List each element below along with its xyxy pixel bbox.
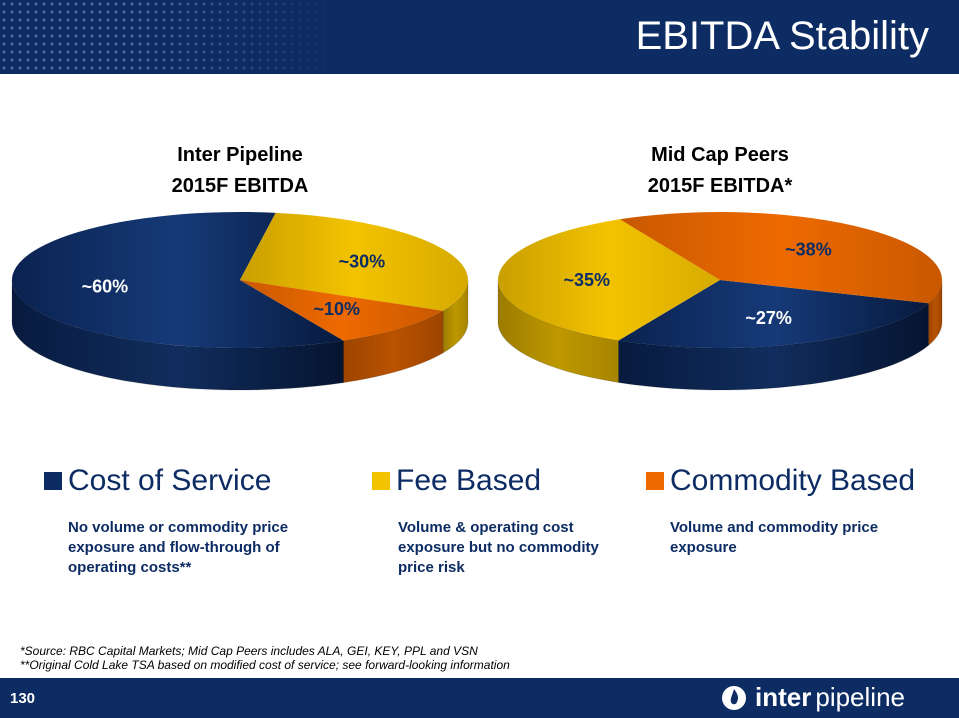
chart-title-line1: Inter Pipeline <box>177 144 303 166</box>
pie-charts: Inter Pipeline 2015F EBITDA ~60% ~30% ~10%… <box>11 144 943 391</box>
pie-slice-commodity-based <box>619 212 942 304</box>
legend-description-commodity-based: Volume and commodity price exposure <box>670 519 879 556</box>
chart-title-line2: 2015F EBITDA <box>172 175 309 197</box>
chart-title-line1: Mid Cap Peers <box>651 144 789 166</box>
pie-chart-mid-cap-peers: Mid Cap Peers 2015F EBITDA* ~27% ~35% ~38% <box>497 144 943 391</box>
footnote-cold-lake: **Original Cold Lake TSA based on modifi… <box>20 658 510 672</box>
pie-slice-commodity-based <box>240 280 444 341</box>
brand-name-regular: pipeline <box>815 682 905 712</box>
legend-description-fee-based: Volume & operating cost exposure but no … <box>398 519 599 576</box>
legend-swatch <box>44 472 62 490</box>
legend-swatch <box>372 472 390 490</box>
data-label-fee-based: ~35% <box>564 270 611 290</box>
legend-label: Commodity Based <box>670 464 916 497</box>
pie-chart-inter-pipeline: Inter Pipeline 2015F EBITDA ~60% ~30% ~10% <box>11 144 469 391</box>
footer-bar: 130 inter pipeline <box>0 678 959 718</box>
brand-name-bold: inter <box>755 682 812 712</box>
chart-title-line2: 2015F EBITDA* <box>648 175 793 197</box>
header-bar: EBITDA Stability <box>0 0 959 74</box>
data-label-cost-of-service: ~60% <box>82 276 129 296</box>
pie-slice-cost-of-service <box>11 212 344 349</box>
footnote-source: *Source: RBC Capital Markets; Mid Cap Pe… <box>20 644 478 658</box>
legend-label: Cost of Service <box>68 464 272 497</box>
pie-slice-fee-based <box>240 212 468 311</box>
page-title: EBITDA Stability <box>635 14 929 58</box>
legend-description-cost-of-service: No volume or commodity price exposure an… <box>68 519 289 576</box>
legend-swatch <box>646 472 664 490</box>
pie-slice-cost-of-service <box>618 280 929 348</box>
data-label-commodity-based: ~10% <box>313 299 360 319</box>
page-number: 130 <box>10 690 36 707</box>
data-label-commodity-based: ~38% <box>785 239 832 259</box>
legend-label: Fee Based <box>396 464 542 497</box>
legend-item-commodity-based: Commodity Based <box>646 462 915 500</box>
flame-icon <box>722 685 747 710</box>
brand-logo: inter pipeline <box>721 682 905 713</box>
data-label-fee-based: ~30% <box>339 251 386 271</box>
legend-item-cost-of-service: Cost of Service <box>44 462 271 500</box>
pie-slice-fee-based <box>498 219 720 341</box>
legend-item-fee-based: Fee Based <box>372 462 541 500</box>
data-label-cost-of-service: ~27% <box>745 308 792 328</box>
